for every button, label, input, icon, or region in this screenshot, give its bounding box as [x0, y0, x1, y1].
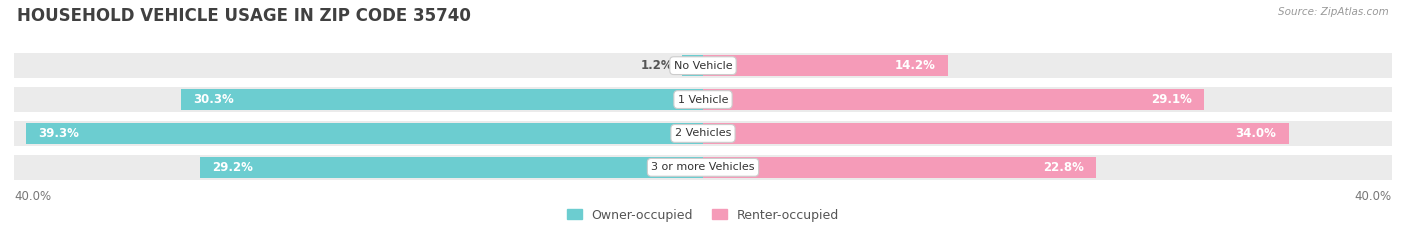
Bar: [703, 123, 1289, 144]
Bar: [200, 157, 703, 178]
Bar: [703, 53, 1392, 78]
Text: 39.3%: 39.3%: [38, 127, 79, 140]
Text: 14.2%: 14.2%: [894, 59, 935, 72]
Bar: [703, 157, 1095, 178]
Bar: [703, 89, 1204, 110]
Bar: [703, 121, 1392, 146]
Text: 2 Vehicles: 2 Vehicles: [675, 128, 731, 138]
Bar: [703, 155, 1392, 180]
Text: HOUSEHOLD VEHICLE USAGE IN ZIP CODE 35740: HOUSEHOLD VEHICLE USAGE IN ZIP CODE 3574…: [17, 7, 471, 25]
Bar: [14, 155, 703, 180]
Text: 3 or more Vehicles: 3 or more Vehicles: [651, 162, 755, 172]
Text: Source: ZipAtlas.com: Source: ZipAtlas.com: [1278, 7, 1389, 17]
Text: 1.2%: 1.2%: [641, 59, 673, 72]
Bar: [703, 55, 948, 76]
Bar: [703, 87, 1392, 112]
Text: 29.1%: 29.1%: [1152, 93, 1192, 106]
Text: 22.8%: 22.8%: [1043, 161, 1084, 174]
Text: 30.3%: 30.3%: [193, 93, 233, 106]
Bar: [14, 121, 703, 146]
Text: 1 Vehicle: 1 Vehicle: [678, 95, 728, 105]
Text: 40.0%: 40.0%: [1355, 190, 1392, 203]
Bar: [14, 53, 703, 78]
Bar: [27, 123, 703, 144]
Text: 40.0%: 40.0%: [14, 190, 51, 203]
Text: 34.0%: 34.0%: [1236, 127, 1277, 140]
Text: No Vehicle: No Vehicle: [673, 61, 733, 71]
Legend: Owner-occupied, Renter-occupied: Owner-occupied, Renter-occupied: [562, 204, 844, 226]
Text: 29.2%: 29.2%: [212, 161, 253, 174]
Bar: [181, 89, 703, 110]
Bar: [14, 87, 703, 112]
Bar: [682, 55, 703, 76]
